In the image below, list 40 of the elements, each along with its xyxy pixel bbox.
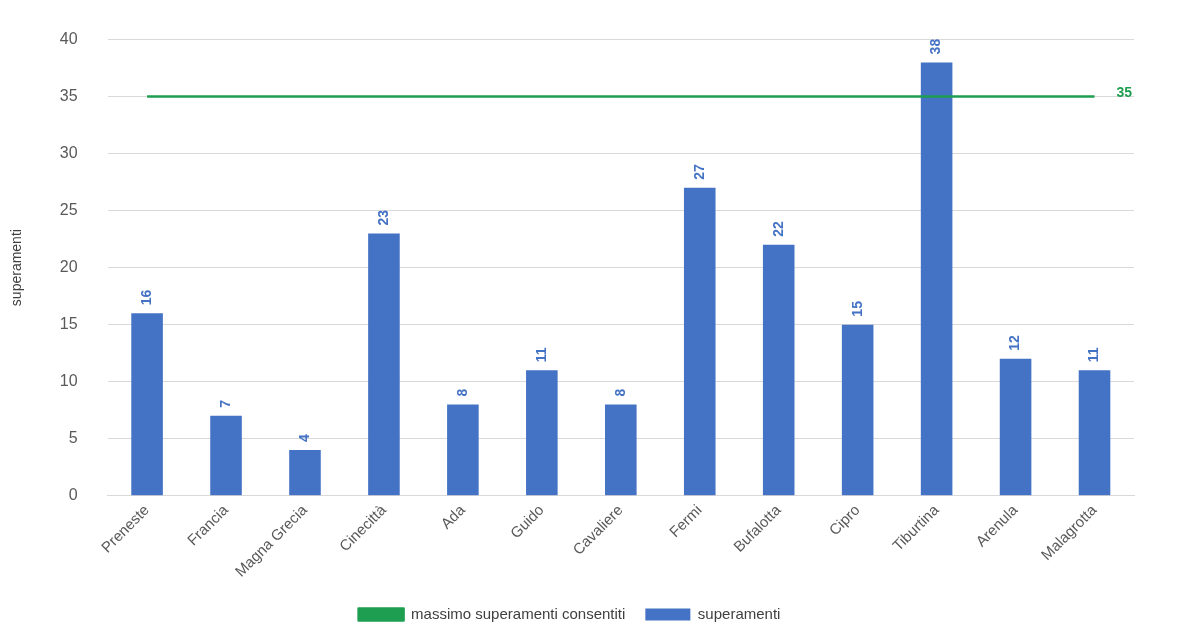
y-tick-label: 25 <box>59 201 78 219</box>
data-label: 4 <box>295 434 312 443</box>
bar <box>210 415 242 496</box>
legend-label: massimo superamenti consentiti <box>411 604 626 622</box>
bar <box>526 370 558 496</box>
x-tick-label: Ada <box>437 500 469 532</box>
y-tick-label: 10 <box>59 372 78 390</box>
data-label: 23 <box>374 209 391 226</box>
data-label: 11 <box>532 347 549 363</box>
y-tick-label: 35 <box>59 87 78 105</box>
data-label: 8 <box>453 388 470 397</box>
y-tick-label: 40 <box>59 30 78 48</box>
data-label: 15 <box>848 300 865 317</box>
data-label: 11 <box>1085 347 1102 363</box>
data-label: 7 <box>216 399 233 408</box>
data-label: 38 <box>927 38 944 55</box>
bar <box>841 324 874 496</box>
y-tick-label: 0 <box>68 486 78 504</box>
data-label: 27 <box>690 164 707 180</box>
data-label: 8 <box>611 388 628 397</box>
bar <box>289 450 321 496</box>
bar <box>368 233 400 496</box>
legend-label: superamenti <box>697 604 781 622</box>
data-label: 35 <box>1116 84 1133 101</box>
y-tick-label: 20 <box>59 258 78 276</box>
data-label: 22 <box>769 221 786 237</box>
data-label: 16 <box>137 289 154 306</box>
bar <box>131 313 163 496</box>
bar <box>1078 370 1111 496</box>
bar <box>920 62 953 496</box>
data-label: 12 <box>1006 335 1023 351</box>
y-tick-label: 5 <box>68 429 78 447</box>
bar <box>762 244 795 496</box>
y-tick-label: 15 <box>59 315 78 333</box>
y-axis-title: superamenti <box>8 229 25 307</box>
bar <box>605 404 637 496</box>
y-tick-label: 30 <box>59 144 78 162</box>
bar <box>999 358 1032 496</box>
bar <box>447 404 479 496</box>
bar <box>683 187 716 496</box>
